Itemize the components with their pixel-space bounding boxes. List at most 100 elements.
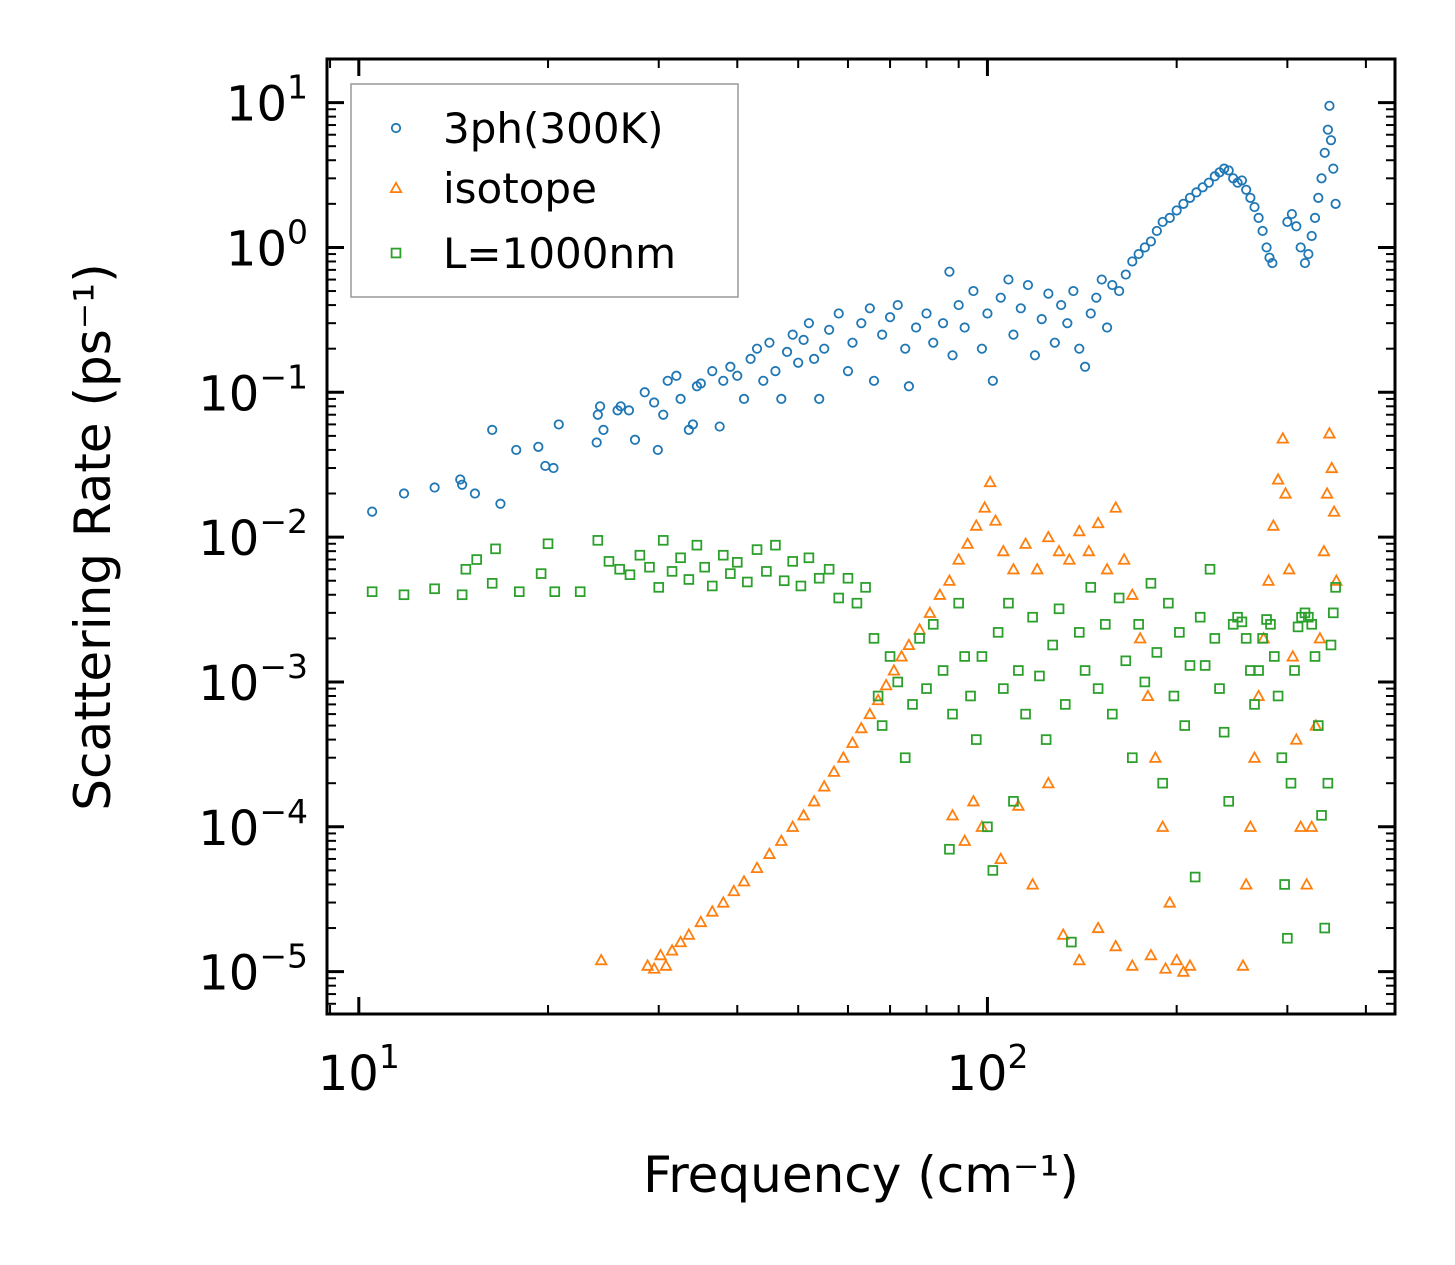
data-point — [1289, 732, 1304, 745]
data-point — [511, 444, 522, 456]
data-point — [707, 366, 718, 377]
y-tick-label: 10−3 — [198, 647, 308, 712]
data-point — [1049, 337, 1060, 348]
data-point — [1164, 212, 1175, 223]
data-point — [695, 378, 706, 389]
data-point — [1082, 544, 1096, 557]
data-point — [658, 409, 669, 420]
data-point — [1306, 230, 1317, 242]
series-0 — [367, 100, 1341, 517]
data-point — [742, 576, 753, 588]
data-point — [1027, 611, 1038, 623]
data-point — [455, 474, 466, 485]
data-point — [1282, 562, 1296, 575]
data-point — [1022, 279, 1034, 291]
data-point — [675, 393, 686, 405]
data-point — [803, 318, 815, 329]
data-point — [845, 735, 860, 748]
data-point — [1145, 236, 1157, 247]
data-point — [1299, 257, 1311, 269]
data-point — [982, 308, 993, 319]
data-point — [910, 322, 922, 333]
data-point — [725, 361, 736, 372]
data-point — [727, 884, 741, 897]
data-point — [456, 589, 468, 601]
data-point — [495, 498, 506, 509]
data-point — [1183, 958, 1197, 971]
data-point — [1249, 699, 1260, 710]
data-point — [1145, 577, 1157, 589]
data-point — [1328, 607, 1339, 619]
data-point — [1241, 184, 1252, 195]
data-point — [659, 958, 673, 971]
data-point — [1278, 486, 1293, 499]
data-point — [1289, 665, 1300, 676]
data-point — [992, 627, 1004, 638]
data-point — [996, 544, 1011, 557]
data-point — [486, 577, 498, 589]
data-point — [1276, 431, 1290, 444]
data-point — [1148, 750, 1163, 763]
data-point — [1100, 619, 1111, 630]
data-point — [1120, 655, 1132, 667]
data-point — [1325, 135, 1337, 146]
data-point — [856, 318, 867, 329]
data-point — [1052, 544, 1066, 557]
data-point — [995, 292, 1006, 303]
data-point — [976, 343, 988, 354]
data-point — [1236, 175, 1248, 186]
data-point — [1276, 752, 1288, 763]
data-point — [652, 444, 663, 456]
data-point — [921, 308, 932, 319]
data-point — [1176, 964, 1191, 977]
data-point — [957, 833, 972, 846]
data-point — [683, 574, 695, 585]
data-point — [513, 586, 525, 597]
data-point — [1261, 242, 1272, 253]
data-point — [787, 556, 798, 567]
data-point — [429, 482, 440, 493]
data-point — [1158, 961, 1173, 974]
data-point — [1091, 516, 1105, 529]
data-point — [1126, 752, 1138, 763]
data-point — [1291, 221, 1302, 232]
data-point — [657, 535, 669, 546]
data-point — [1056, 927, 1070, 940]
data-point — [1059, 699, 1071, 710]
data-point — [900, 343, 911, 354]
data-point — [1184, 660, 1196, 671]
data-point — [718, 375, 729, 386]
data-point — [807, 794, 821, 807]
tick-labels: 101 102 101 100 10−1 10−2 10−3 10−4 10−5 — [198, 68, 1028, 1102]
data-point — [761, 566, 772, 577]
data-point — [1209, 633, 1221, 644]
data-point — [947, 708, 958, 720]
data-point — [899, 752, 911, 763]
data-point — [796, 808, 811, 821]
data-point — [833, 592, 845, 604]
data-point — [774, 833, 789, 846]
data-point — [691, 539, 703, 551]
data-point — [1151, 225, 1162, 237]
data-point — [1091, 920, 1105, 934]
data-point — [716, 895, 731, 908]
data-point — [653, 948, 668, 961]
data-point — [662, 375, 673, 386]
y-tick-label: 100 — [226, 212, 308, 277]
data-point — [933, 587, 947, 600]
data-point — [959, 651, 970, 662]
data-point — [1079, 665, 1091, 676]
data-point — [976, 651, 988, 662]
data-point — [1107, 708, 1118, 720]
data-point — [1249, 201, 1260, 213]
data-point — [1327, 504, 1341, 517]
data-point — [982, 821, 993, 833]
data-point — [1125, 587, 1140, 600]
data-point — [1171, 205, 1182, 216]
data-point — [705, 904, 720, 917]
data-point — [947, 350, 958, 361]
data-point — [1174, 627, 1185, 638]
data-point — [1178, 198, 1189, 209]
data-point — [1266, 518, 1281, 531]
data-point — [836, 750, 851, 763]
